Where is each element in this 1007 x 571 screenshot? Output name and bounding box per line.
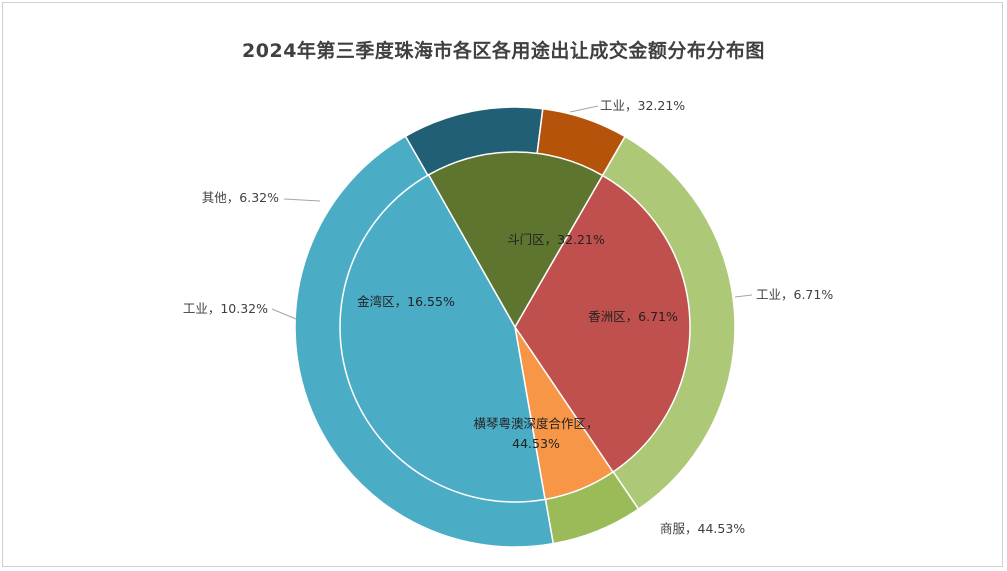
inner-label-jinwan: 金湾区，16.55% [357, 294, 455, 309]
inner-label-doumen: 斗门区，32.21% [507, 232, 605, 247]
outer-label-qita-leader [283, 198, 321, 202]
outer-label-gongye-3-leader [271, 308, 297, 320]
outer-label-shangfu: 商服，44.53% [660, 521, 745, 536]
outer-label-gongye-1: 工业，32.21% [600, 98, 685, 113]
outer-label-gongye-1-leader [569, 105, 599, 113]
chart-title: 2024年第三季度珠海市各区各用途出让成交金额分布分布图 [242, 40, 765, 62]
inner-label-hengqin: 横琴粤澳深度合作区， 44.53% [473, 416, 598, 451]
inner-label-xiangzhou: 香洲区，6.71% [588, 309, 678, 324]
inner-slice-doumen [514, 174, 691, 474]
outer-label-gongye-2: 工业，6.71% [756, 287, 833, 302]
inner-slice-hengqin [339, 173, 546, 503]
outer-label-qita: 其他，6.32% [202, 190, 279, 205]
outer-label-gongye-2-leader [734, 294, 753, 298]
outer-label-gongye-3: 工业，10.32% [183, 301, 268, 316]
inner-slice-jinwan [427, 151, 604, 329]
